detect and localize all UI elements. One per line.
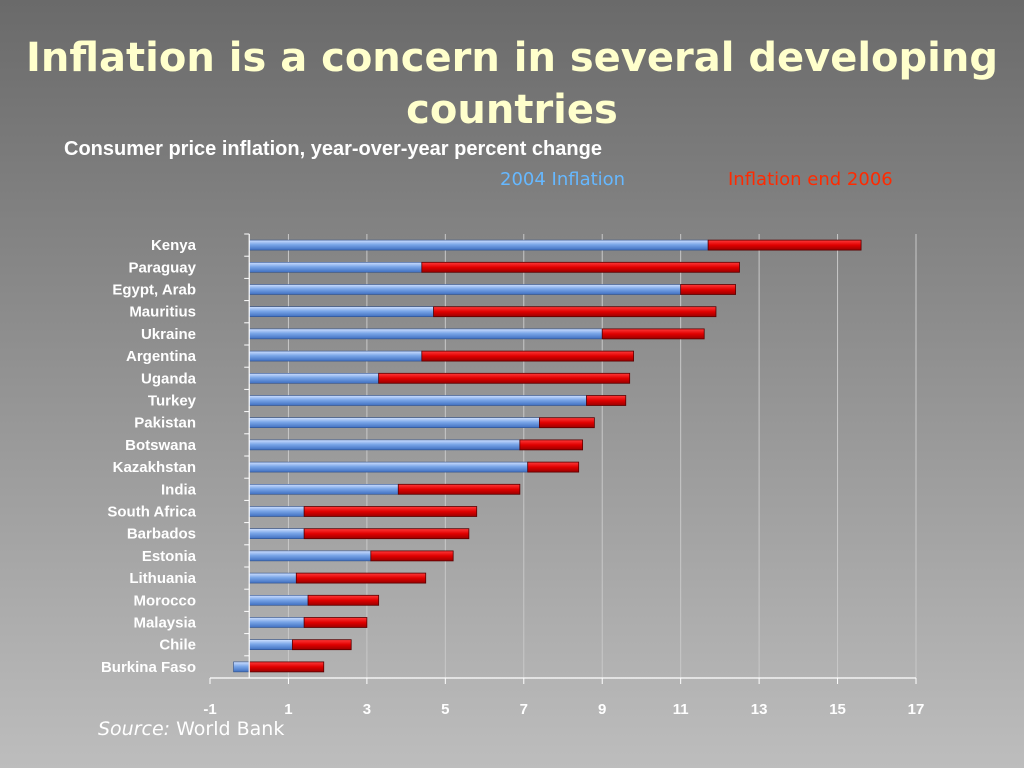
bar-inflation-end-2006: [303, 617, 368, 628]
x-tick-label: 9: [598, 701, 606, 718]
bar-inflation-end-2006: [295, 572, 427, 584]
bar-2004-inflation: [248, 306, 434, 318]
category-label: Botswana: [125, 437, 197, 454]
legend-2004-inflation: 2004 Inflation: [500, 169, 626, 190]
bar-inflation-end-2006: [601, 328, 705, 340]
category-label: Mauritius: [129, 304, 196, 321]
bar-inflation-end-2006: [586, 395, 627, 406]
bar-2004-inflation: [248, 461, 529, 473]
bar-2004-inflation: [248, 550, 372, 562]
x-tick-label: 15: [829, 701, 846, 718]
category-label: South Africa: [107, 504, 196, 521]
category-label: Uganda: [141, 370, 197, 387]
bar-inflation-end-2006: [527, 461, 580, 473]
x-tick-label: 3: [363, 701, 371, 718]
bar-inflation-end-2006: [421, 261, 740, 273]
bar-2004-inflation: [248, 506, 305, 517]
bars: [233, 239, 862, 673]
bar-2004-inflation: [248, 617, 305, 628]
bar-inflation-end-2006: [370, 550, 454, 562]
chart-subtitle: Consumer price inflation, year-over-year…: [64, 138, 602, 160]
bar-inflation-end-2006: [421, 350, 634, 362]
category-label: Malaysia: [133, 615, 196, 632]
category-label: Morocco: [133, 592, 196, 609]
bar-2004-inflation: [248, 284, 681, 295]
x-tick-label: 17: [908, 701, 925, 718]
bar-2004-inflation: [248, 328, 603, 340]
x-tick-label: -1: [203, 701, 216, 718]
bar-2004-inflation: [248, 239, 709, 251]
x-tick-label: 5: [441, 701, 449, 718]
category-label: Estonia: [142, 548, 197, 565]
category-label: Burkina Faso: [101, 659, 196, 676]
bar-2004-inflation: [248, 639, 293, 651]
grid-lines: [287, 234, 917, 678]
bar-inflation-end-2006: [680, 284, 736, 295]
category-label: Ukraine: [141, 326, 196, 343]
bar-inflation-end-2006: [707, 239, 862, 251]
bar-inflation-end-2006: [291, 639, 352, 651]
bar-inflation-end-2006: [307, 594, 380, 606]
source-text: World Bank: [176, 718, 285, 740]
x-tick-label: 13: [751, 701, 768, 718]
bar-2004-inflation: [248, 483, 399, 495]
category-label: Lithuania: [129, 570, 196, 587]
x-tick-label: 1: [284, 701, 292, 718]
bar-inflation-end-2006: [539, 417, 595, 429]
category-label: Barbados: [127, 526, 196, 543]
category-label: Pakistan: [134, 415, 196, 432]
x-tick-label: 7: [520, 701, 528, 718]
bar-inflation-end-2006: [303, 506, 478, 517]
bar-2004-inflation: [248, 372, 379, 384]
bar-inflation-end-2006: [378, 372, 631, 384]
axes: [209, 233, 917, 684]
category-label: Kazakhstan: [113, 459, 196, 476]
category-label: Kenya: [151, 237, 197, 254]
bar-2004-inflation: [248, 572, 297, 584]
category-label: Paraguay: [128, 259, 196, 276]
page-title: Inflation is a concern in several develo…: [26, 35, 998, 133]
bar-2004-inflation: [248, 439, 521, 451]
bar-2004-inflation: [248, 417, 540, 429]
labels: Kenya Paraguay Egypt, Arab Mauritius Ukraine…: [101, 237, 924, 718]
bar-inflation-end-2006: [248, 661, 325, 673]
category-label: Turkey: [148, 393, 197, 410]
legend-inflation-end-2006: Inflation end 2006: [728, 169, 893, 190]
source-note: Source: World Bank: [98, 718, 284, 740]
bar-2004-inflation: [248, 261, 423, 273]
x-tick-label: 11: [673, 701, 689, 718]
source-label: Source:: [98, 718, 171, 740]
bar-inflation-end-2006: [303, 528, 470, 540]
bar-2004-inflation: [248, 350, 423, 362]
bar-2004-inflation: [248, 395, 587, 406]
category-label: India: [161, 481, 197, 498]
bar-inflation-end-2006: [433, 306, 717, 318]
bar-2004-inflation: [248, 594, 309, 606]
bar-inflation-end-2006: [397, 483, 521, 495]
category-label: Argentina: [126, 348, 197, 365]
category-label: Egypt, Arab: [112, 282, 196, 299]
bar-2004-inflation: [248, 528, 305, 540]
bar-inflation-end-2006: [519, 439, 584, 451]
category-label: Chile: [159, 637, 196, 654]
bar-2004-inflation: [233, 661, 250, 673]
